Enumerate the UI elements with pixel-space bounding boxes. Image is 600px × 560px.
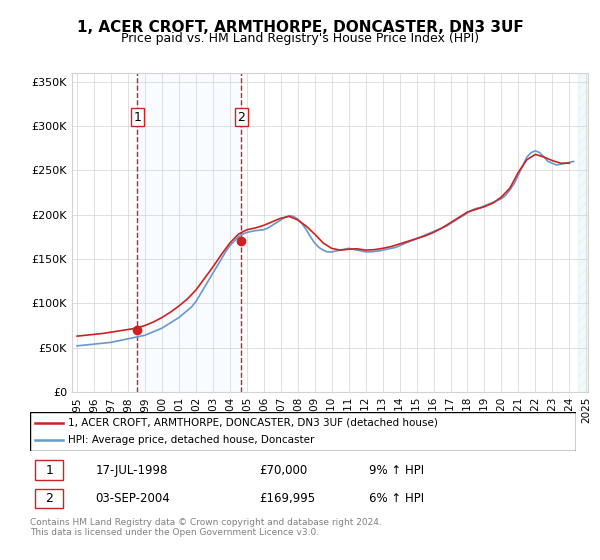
Text: Contains HM Land Registry data © Crown copyright and database right 2024.
This d: Contains HM Land Registry data © Crown c… — [30, 518, 382, 538]
Text: 2: 2 — [45, 492, 53, 505]
Text: 9% ↑ HPI: 9% ↑ HPI — [368, 464, 424, 477]
FancyBboxPatch shape — [30, 412, 576, 451]
Bar — [137, 73, 241, 392]
Text: 1: 1 — [133, 111, 141, 124]
Text: 6% ↑ HPI: 6% ↑ HPI — [368, 492, 424, 505]
Text: 1, ACER CROFT, ARMTHORPE, DONCASTER, DN3 3UF: 1, ACER CROFT, ARMTHORPE, DONCASTER, DN3… — [77, 20, 523, 35]
Text: 1, ACER CROFT, ARMTHORPE, DONCASTER, DN3 3UF (detached house): 1, ACER CROFT, ARMTHORPE, DONCASTER, DN3… — [68, 418, 438, 428]
Text: £70,000: £70,000 — [259, 464, 308, 477]
Text: £169,995: £169,995 — [259, 492, 316, 505]
Text: Price paid vs. HM Land Registry's House Price Index (HPI): Price paid vs. HM Land Registry's House … — [121, 32, 479, 45]
Text: 03-SEP-2004: 03-SEP-2004 — [95, 492, 170, 505]
Text: 1: 1 — [45, 464, 53, 477]
FancyBboxPatch shape — [35, 489, 63, 508]
Bar — [578, 73, 588, 392]
Text: HPI: Average price, detached house, Doncaster: HPI: Average price, detached house, Donc… — [68, 435, 314, 445]
FancyBboxPatch shape — [35, 460, 63, 480]
Text: 2: 2 — [237, 111, 245, 124]
Text: 17-JUL-1998: 17-JUL-1998 — [95, 464, 168, 477]
